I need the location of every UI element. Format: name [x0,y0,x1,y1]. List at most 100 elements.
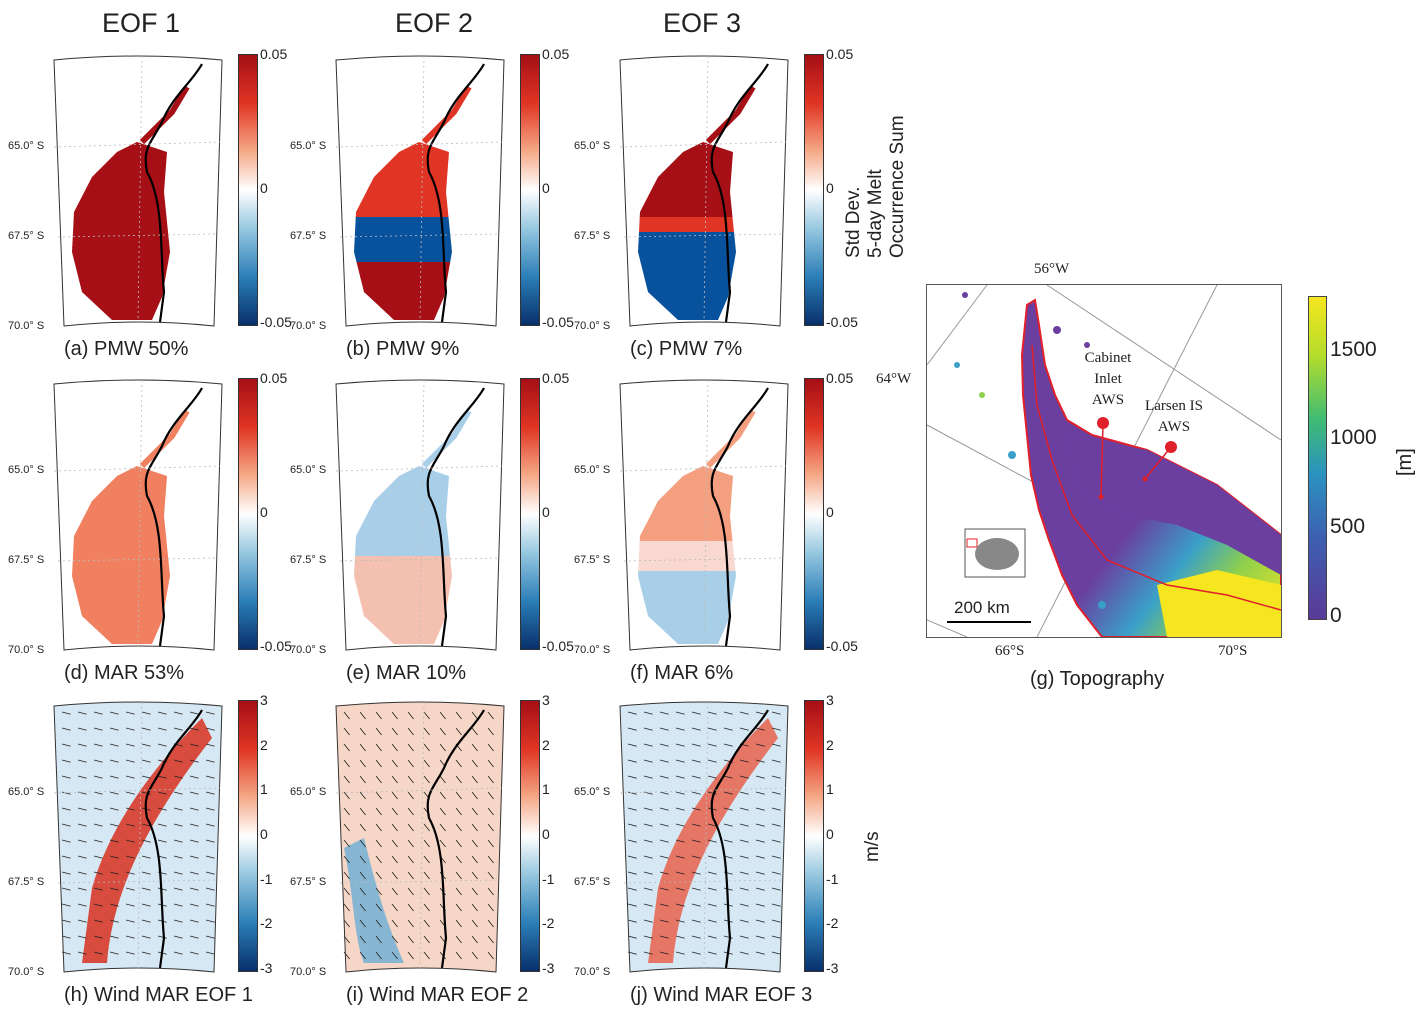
panel-map-svg [53,701,223,973]
eof-panel [334,52,506,337]
lat-label: 70.0° S [574,644,611,656]
panel-map-svg [335,379,505,651]
lat-label: 65.0° S [290,786,327,798]
station-cabinet-inlet-label: Cabinet Inlet AWS [1078,348,1138,411]
panel-map-svg [53,55,223,327]
panel-caption: (f) MAR 6% [630,662,734,684]
panel-caption: (a) PMW 50% [64,338,189,360]
lat-label: 67.5° S [8,554,45,566]
panel-colorbar [804,54,824,326]
lat-label: 67.5° S [574,230,611,242]
topo-colorbar-unit: [m] [1394,448,1416,476]
colorbar-tick: -1 [260,870,273,887]
lat-label: 70.0° S [574,966,611,978]
panel-colorbar [520,700,540,972]
topography-colorbar [1308,296,1327,620]
colorbar-tick: 0.05 [826,370,854,386]
colorbar-tick: 1 [542,781,550,798]
colorbar-tick: 0 [826,504,834,520]
panel-map-svg [53,379,223,651]
colorbar-tick: -2 [542,915,555,932]
panel-colorbar [238,700,258,972]
colorbar-tick: 0 [542,504,550,520]
colorbar-tick: 2 [260,736,268,753]
eof-panel [334,376,506,661]
colorbar-tick: -1 [542,870,555,887]
topography-caption: (g) Topography [1030,668,1165,690]
panel-colorbar [520,54,540,326]
melt-label-line-1: Std Dev. [843,186,864,258]
colorbar-tick: 1 [826,781,834,798]
panel-caption: (e) MAR 10% [346,662,467,684]
topo-lon-top: 56°W [1034,261,1070,277]
colorbar-tick: 3 [260,692,268,708]
lat-label: 67.5° S [574,876,611,888]
colorbar-tick: -0.05 [826,314,858,330]
colorbar-tick: 0 [542,180,550,196]
eof-panel [52,376,224,661]
column-title-eof3: EOF 3 [663,8,742,38]
lat-label: 67.5° S [8,876,45,888]
panel-map-svg [335,55,505,327]
colorbar-tick: 0 [260,504,268,520]
panel-caption: (h) Wind MAR EOF 1 [64,984,253,1006]
colorbar-tick: -0.05 [542,314,574,330]
colorbar-tick: -0.05 [260,638,292,654]
panel-caption: (c) PMW 7% [630,338,743,360]
colorbar-tick: 2 [826,736,834,753]
melt-colorbar-label: Std Dev. 5-day Melt Occurrence Sum [843,115,909,258]
topo-tick-1500: 1500 [1330,338,1377,361]
station-1-line-3: AWS [1091,392,1125,408]
lat-label: 70.0° S [8,966,45,978]
station-1-line-1: Cabinet [1084,350,1132,366]
eof-panel [618,52,790,337]
topo-tick-1000: 1000 [1330,426,1377,449]
colorbar-tick: 1 [260,781,268,798]
topo-lon-left: 64°W [876,371,912,387]
topo-tick-0: 0 [1330,604,1342,627]
panel-caption: (b) PMW 9% [346,338,460,360]
eof-panel [52,698,224,983]
lat-label: 70.0° S [8,320,45,332]
colorbar-tick: 0 [542,826,550,842]
colorbar-tick: 3 [826,692,834,708]
colorbar-tick: 0 [826,180,834,196]
colorbar-tick: -0.05 [260,314,292,330]
lat-label: 70.0° S [8,644,45,656]
melt-label-line-3: Occurrence Sum [887,115,908,258]
station-2-line-2: AWS [1157,419,1191,435]
column-title-eof2: EOF 2 [395,8,474,38]
colorbar-tick: 0.05 [260,370,288,386]
lat-label: 65.0° S [8,140,45,152]
panel-map-svg [619,379,789,651]
colorbar-tick: -1 [826,870,839,887]
melt-label-line-2: 5-day Melt [865,169,886,258]
colorbar-tick: -3 [826,960,839,976]
lat-label: 67.5° S [290,876,327,888]
colorbar-tick: 0 [260,180,268,196]
colorbar-tick: 3 [542,692,550,708]
colorbar-tick: 0.05 [260,46,288,62]
lat-label: 65.0° S [574,464,611,476]
eof-panel [618,698,790,983]
colorbar-tick: -0.05 [542,638,574,654]
lat-label: 65.0° S [290,140,327,152]
station-2-line-1: Larsen IS [1145,398,1203,414]
panel-caption: (i) Wind MAR EOF 2 [346,984,529,1006]
lat-label: 67.5° S [574,554,611,566]
lat-label: 70.0° S [290,966,327,978]
panel-caption: (j) Wind MAR EOF 3 [630,984,813,1006]
station-larsen-label: Larsen IS AWS [1136,396,1212,438]
panel-map-svg [335,701,505,973]
topography-svg [927,285,1281,637]
lat-label: 70.0° S [290,320,327,332]
colorbar-tick: 0 [826,826,834,842]
topography-map [926,284,1282,638]
colorbar-tick: -2 [260,915,273,932]
lat-label: 65.0° S [574,786,611,798]
eof-panel [618,376,790,661]
panel-colorbar [520,378,540,650]
colorbar-tick: -2 [826,915,839,932]
panel-colorbar [238,54,258,326]
colorbar-tick: -3 [260,960,273,976]
